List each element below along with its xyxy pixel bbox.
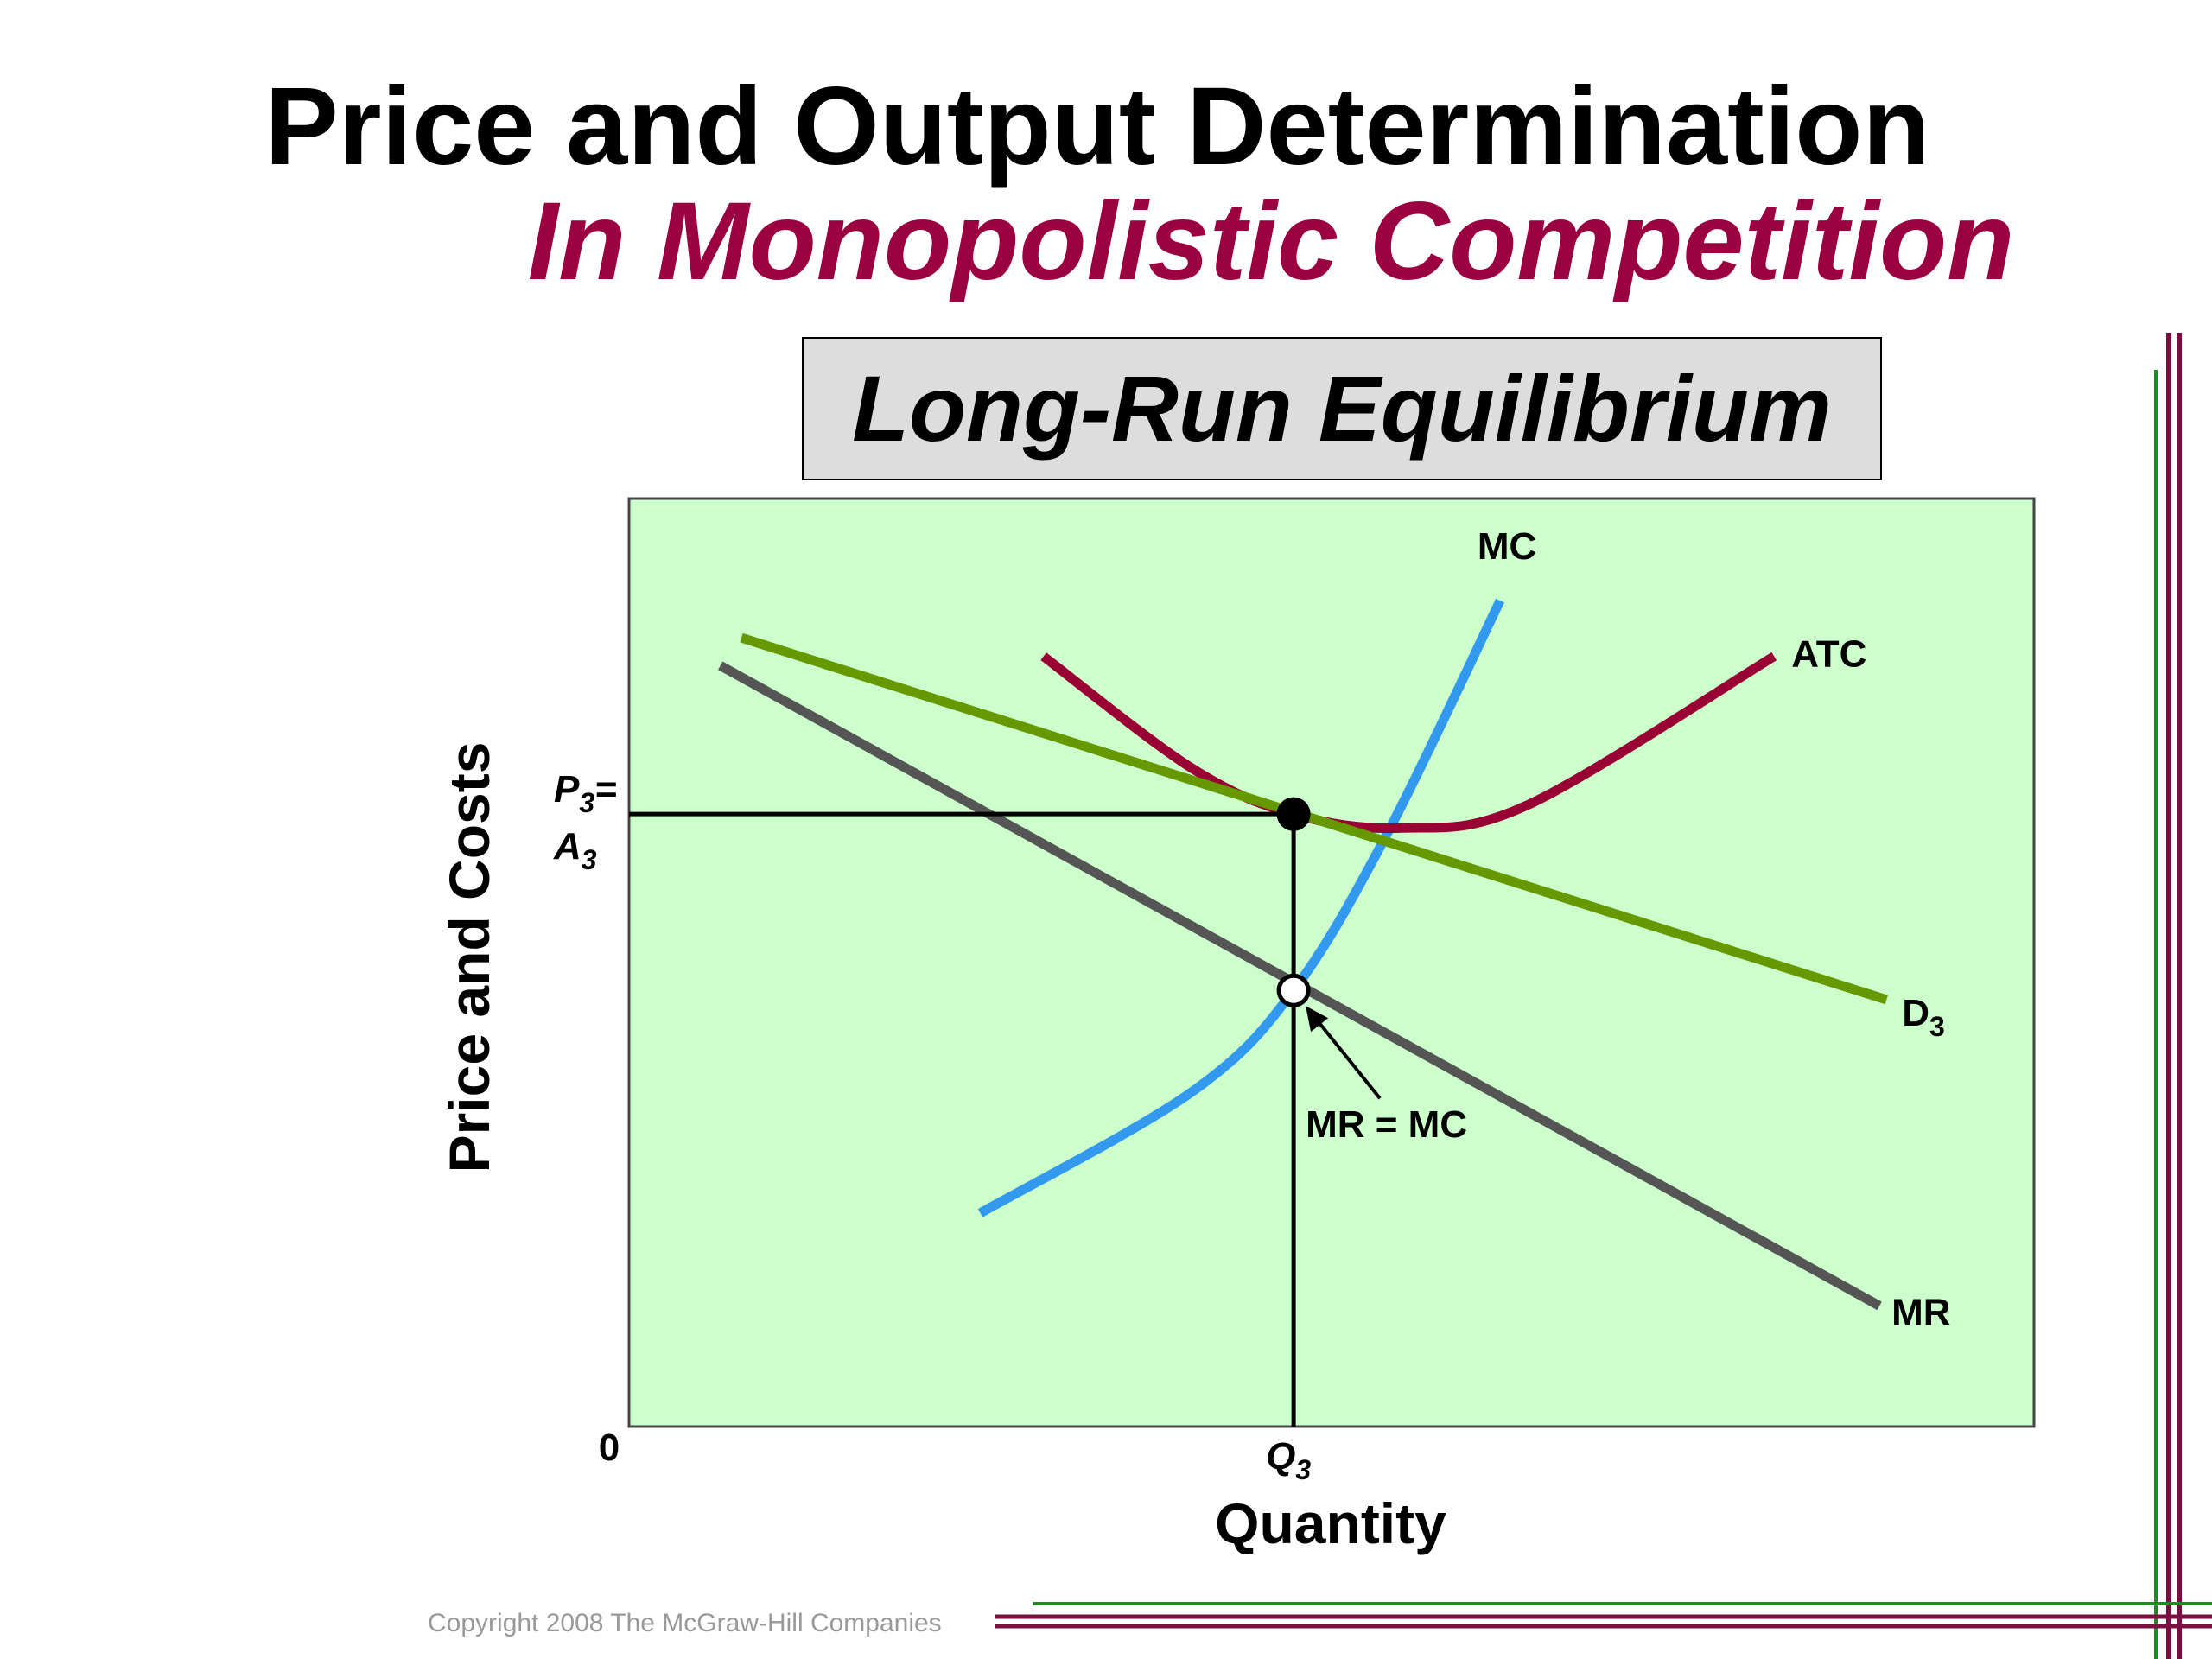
series-atc-label: ATC	[1791, 633, 1866, 676]
guide-layer	[629, 797, 1311, 1427]
series-mc-label: MC	[1478, 525, 1536, 568]
chart-title: Long-Run Equilibrium	[852, 356, 1832, 461]
series-mr-label: MR	[1891, 1291, 1950, 1333]
equilibrium-price-point	[1276, 797, 1311, 831]
y-tick-a3-label: A3	[553, 825, 597, 875]
series-d3-label: D3	[1902, 992, 1945, 1042]
title-box	[802, 337, 1882, 480]
plot-area	[627, 497, 2036, 1428]
slide-subtitle: In Monopolistic Competition	[528, 180, 2015, 303]
label-layer: MC ATC D3 MR MR = MC Q3 P3= A3	[553, 525, 1951, 1485]
y-tick-p3-label: P3=	[554, 768, 617, 818]
mr-mc-annotation: MR = MC	[1306, 1103, 1467, 1146]
copyright-notice: Copyright 2008 The McGraw-Hill Companies	[428, 1609, 942, 1637]
series-atc-line	[1040, 652, 1777, 834]
y-axis-label: Price and Costs	[437, 742, 501, 1173]
x-tick-q3-label: Q3	[1266, 1435, 1311, 1485]
series-layer	[718, 598, 1888, 1311]
mr-mc-arrow-line	[1311, 1013, 1382, 1100]
slide-title: Price and Output Determination	[264, 65, 1930, 188]
mr-mc-arrowhead	[1306, 1006, 1329, 1033]
decorative-rules	[995, 333, 2212, 1659]
mr-equals-mc-point	[1276, 973, 1311, 1007]
series-d3-line	[740, 632, 1888, 1005]
origin-label: 0	[599, 1427, 620, 1469]
x-axis-label: Quantity	[1215, 1491, 1446, 1555]
